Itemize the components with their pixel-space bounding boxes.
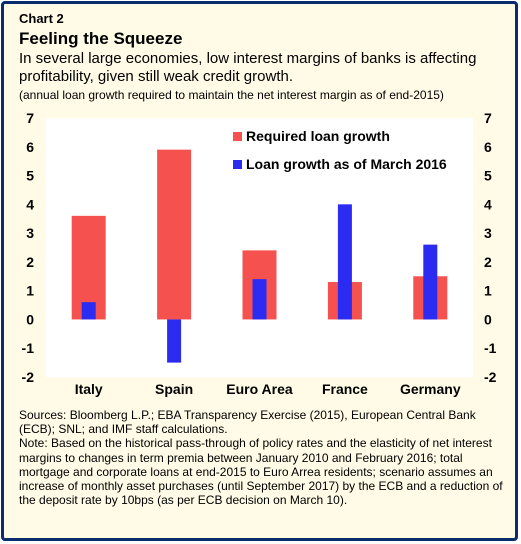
y-tick-left: 2	[26, 254, 34, 270]
y-tick-left: -2	[22, 369, 35, 385]
legend: Required loan growth Loan growth as of M…	[233, 128, 447, 172]
bar-march-italy	[81, 302, 96, 320]
legend-label-march: Loan growth as of March 2016	[246, 156, 447, 172]
bar-march-france	[337, 204, 352, 320]
chart-subtitle: In several large economies, low interest…	[19, 50, 477, 85]
y-tick-right: 5	[484, 168, 492, 184]
x-tick-label: Euro Area	[226, 381, 293, 397]
y-axis-left: -2 -1 0 1 2 3 4 5 6 7	[22, 110, 35, 385]
y-tick-right: 4	[484, 196, 492, 212]
x-tick-label: Spain	[155, 381, 193, 397]
bar-march-spain	[167, 319, 182, 363]
legend-label-required: Required loan growth	[246, 128, 390, 144]
bar-required-spain	[157, 149, 192, 320]
y-tick-right: -1	[484, 340, 497, 356]
chart-number: Chart 2	[19, 11, 64, 26]
y-axis-right: -2 -1 0 1 2 3 4 5 6 7	[484, 110, 497, 385]
unit-note: (annual loan growth required to maintain…	[19, 88, 444, 102]
legend-swatch-required	[233, 132, 242, 141]
y-tick-left: 7	[26, 110, 34, 126]
legend-swatch-march	[233, 160, 242, 169]
y-tick-left: 0	[26, 311, 34, 327]
y-tick-right: 6	[484, 139, 492, 155]
y-tick-left: 5	[26, 168, 34, 184]
y-tick-right: 1	[484, 283, 492, 299]
y-tick-right: -2	[484, 369, 497, 385]
bar-march-euro-area	[252, 279, 267, 320]
y-tick-left: 3	[26, 225, 34, 241]
y-tick-left: 6	[26, 139, 34, 155]
y-tick-right: 7	[484, 110, 492, 126]
bars	[71, 149, 448, 363]
x-axis-labels: Italy Spain Euro Area France Germany	[75, 381, 461, 397]
x-tick-label: France	[322, 381, 368, 397]
sources-notes: Sources: Bloomberg L.P.; EBA Transparenc…	[19, 408, 509, 507]
x-tick-label: Germany	[400, 381, 461, 397]
y-tick-right: 3	[484, 225, 492, 241]
plot-area	[46, 118, 473, 377]
y-tick-left: 1	[26, 283, 34, 299]
x-tick-label: Italy	[75, 381, 103, 397]
bar-march-germany	[423, 244, 438, 320]
y-tick-right: 2	[484, 254, 492, 270]
note-text: Note: Based on the historical pass-throu…	[19, 436, 503, 508]
chart-title: Feeling the Squeeze	[19, 29, 183, 48]
y-tick-left: -1	[22, 340, 35, 356]
y-tick-left: 4	[26, 196, 34, 212]
sources-text: Sources: Bloomberg L.P.; EBA Transparenc…	[19, 408, 476, 437]
y-tick-right: 0	[484, 311, 492, 327]
